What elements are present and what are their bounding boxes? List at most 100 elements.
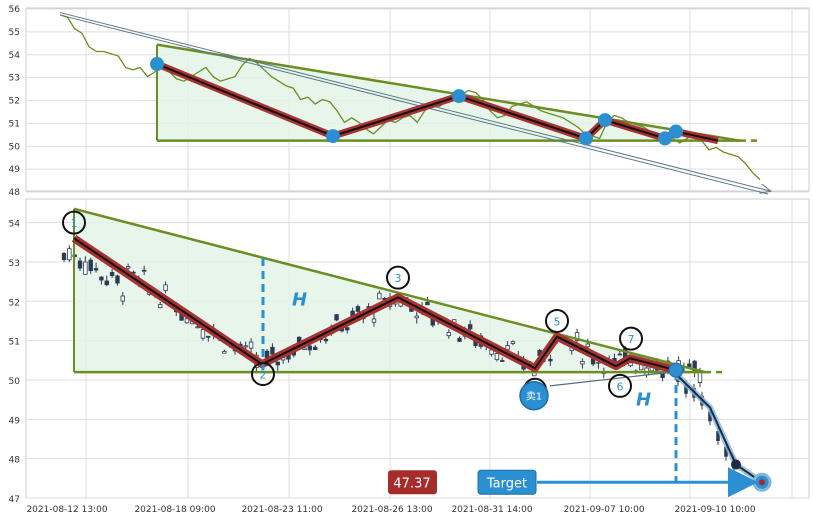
height-label-left: H bbox=[292, 289, 307, 310]
x-axis: 2021-08-12 13:00 2021-08-18 09:00 2021-08-… bbox=[26, 505, 755, 515]
candle-body bbox=[99, 276, 104, 281]
x-tick-label: 2021-08-12 13:00 bbox=[26, 505, 107, 515]
sell-marker bbox=[519, 380, 549, 411]
candle-body bbox=[270, 346, 275, 355]
candle-body bbox=[93, 268, 99, 271]
candle-body bbox=[716, 431, 720, 441]
candle-body bbox=[158, 304, 163, 309]
candle-body bbox=[275, 361, 280, 366]
candle-body bbox=[345, 327, 350, 331]
top-pivot-marker bbox=[658, 131, 672, 146]
x-tick-label: 2021-09-07 10:00 bbox=[563, 505, 644, 515]
top-pivot-marker bbox=[598, 113, 612, 128]
top-content bbox=[59, 12, 770, 195]
candle-body bbox=[697, 372, 703, 383]
pattern-point-label: 5 bbox=[554, 315, 561, 328]
top-diagonal-arrow-lower bbox=[61, 15, 769, 195]
top-panel: 48 49 50 51 52 53 54 55 56 bbox=[9, 5, 810, 198]
sell-marker-label: 卖1 bbox=[526, 391, 542, 403]
candle-body bbox=[206, 335, 211, 338]
candle-body bbox=[104, 280, 109, 286]
candle-body bbox=[585, 343, 590, 348]
candle-body bbox=[425, 301, 430, 306]
bottom-y-tick-label: 48 bbox=[9, 456, 21, 466]
pattern-point-circle bbox=[386, 265, 410, 290]
candle-body bbox=[83, 261, 88, 275]
pattern-point-label: 2 bbox=[260, 369, 267, 382]
bottom-y-axis: 47 48 49 50 51 52 53 54 bbox=[9, 220, 21, 505]
pattern-point-circle bbox=[608, 373, 632, 398]
candle-body bbox=[377, 292, 382, 300]
candle-body bbox=[195, 326, 200, 329]
bottom-y-tick-label: 53 bbox=[9, 259, 20, 269]
bottom-y-tick-label: 49 bbox=[9, 416, 21, 426]
top-y-tick-label: 54 bbox=[9, 51, 21, 61]
x-tick-label: 2021-08-31 14:00 bbox=[451, 505, 532, 515]
pattern-point-label: 3 bbox=[395, 272, 402, 285]
target-marker-center bbox=[759, 479, 765, 486]
candle-body bbox=[163, 284, 168, 291]
candle-body bbox=[494, 353, 500, 361]
candle-body bbox=[312, 346, 318, 351]
candle-body bbox=[355, 306, 361, 312]
height-label-right: H bbox=[636, 390, 651, 411]
candle-body bbox=[580, 360, 585, 365]
pattern-point-label: 6 bbox=[617, 380, 624, 393]
pattern-point-circle bbox=[545, 308, 569, 333]
bottom-y-tick-label: 47 bbox=[9, 495, 20, 505]
candle-body bbox=[115, 275, 120, 284]
pattern-point-circle bbox=[62, 210, 86, 235]
candle-body bbox=[548, 358, 553, 362]
candle-body bbox=[684, 383, 688, 394]
candle-body bbox=[243, 345, 248, 348]
bottom-y-tick-label: 51 bbox=[9, 338, 20, 348]
candle-body bbox=[510, 341, 516, 344]
top-pivot-marker bbox=[326, 129, 340, 144]
candle-body bbox=[222, 351, 227, 354]
candle-body bbox=[574, 332, 580, 342]
pattern-point-label: 7 bbox=[628, 333, 635, 346]
bottom-zigzag-inner bbox=[73, 237, 677, 372]
candle-body bbox=[120, 295, 125, 302]
pattern-point-label: 1 bbox=[71, 217, 78, 230]
top-pivot-marker bbox=[150, 57, 164, 72]
candle-body bbox=[307, 345, 313, 351]
pattern-point-circle bbox=[251, 362, 275, 387]
target-label-box bbox=[477, 469, 537, 495]
top-pivot-marker bbox=[669, 124, 683, 139]
candle-body bbox=[617, 353, 623, 356]
candle-body bbox=[141, 269, 147, 272]
x-tick-label: 2021-08-23 11:00 bbox=[241, 505, 322, 515]
top-grid bbox=[26, 8, 809, 193]
top-y-tick-label: 55 bbox=[9, 28, 20, 38]
breakdown-start-marker bbox=[668, 362, 684, 378]
candle-body bbox=[61, 253, 67, 260]
candle-body bbox=[125, 266, 131, 269]
candle-body bbox=[302, 347, 307, 350]
candle-body bbox=[467, 324, 473, 330]
top-y-tick-label: 52 bbox=[9, 97, 20, 107]
bottom-resistance-line bbox=[73, 207, 706, 374]
candle-body bbox=[248, 341, 254, 349]
candle-body bbox=[371, 318, 377, 323]
top-y-tick-label: 56 bbox=[9, 5, 21, 15]
candle-body bbox=[77, 260, 83, 269]
candle-body bbox=[708, 411, 712, 422]
candle-body bbox=[724, 446, 728, 457]
candle-body bbox=[200, 329, 206, 339]
target-label-text: Target bbox=[486, 476, 527, 491]
top-pivot-marker bbox=[452, 89, 466, 104]
candle-body bbox=[500, 360, 505, 362]
candle-body bbox=[184, 318, 190, 324]
candle-body bbox=[414, 315, 419, 319]
top-y-tick-label: 50 bbox=[9, 142, 21, 152]
x-tick-label: 2021-09-10 10:00 bbox=[674, 505, 755, 515]
top-y-tick-label: 53 bbox=[9, 74, 20, 84]
candle-body bbox=[687, 363, 692, 368]
candle-body bbox=[628, 362, 633, 367]
top-pivot-marker bbox=[579, 131, 593, 146]
top-y-tick-label: 49 bbox=[9, 165, 21, 175]
